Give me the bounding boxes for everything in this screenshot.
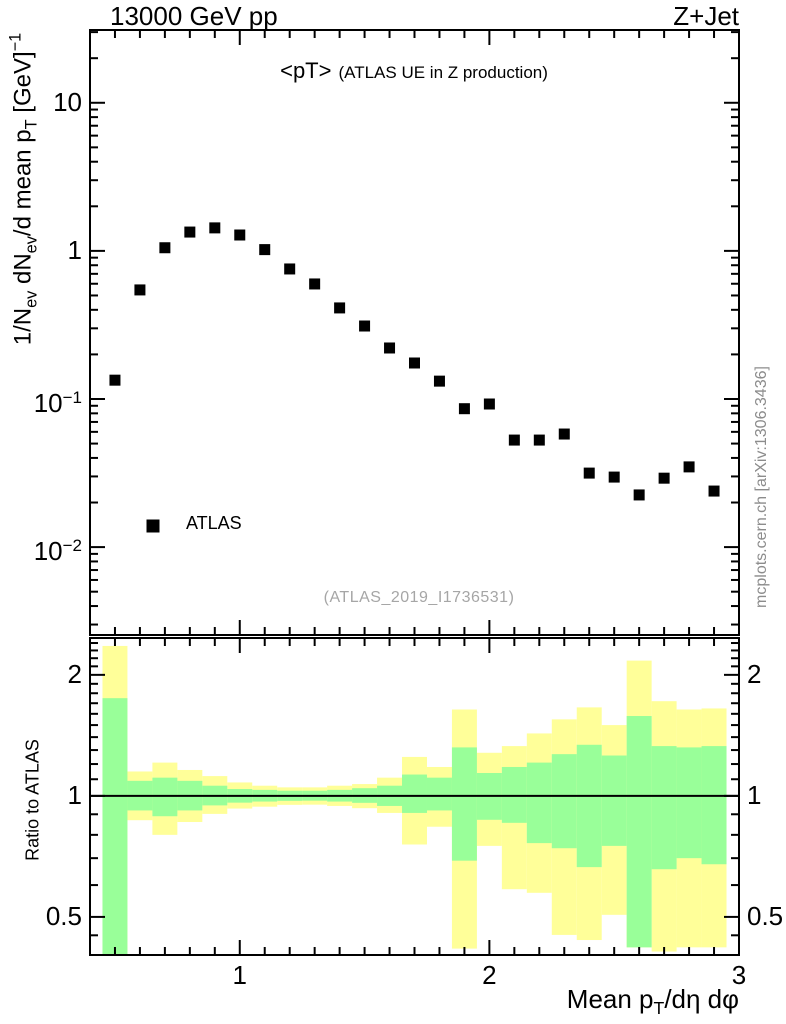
data-point bbox=[209, 222, 221, 234]
data-point bbox=[458, 403, 470, 415]
data-point bbox=[508, 434, 520, 446]
data-point bbox=[683, 461, 695, 473]
ratio-panel-border bbox=[89, 637, 740, 956]
ratio-band-inner bbox=[551, 754, 577, 849]
data-point bbox=[533, 434, 545, 446]
data-point bbox=[259, 244, 271, 256]
ratio-band-inner bbox=[576, 744, 602, 868]
ratio-tick-label-left: 2 bbox=[67, 658, 82, 689]
data-point bbox=[483, 398, 495, 410]
ratio-tick-label-left: 1 bbox=[67, 779, 82, 810]
data-point bbox=[633, 489, 645, 501]
data-point bbox=[134, 284, 146, 296]
top-panel-border bbox=[89, 29, 740, 636]
plot-title: <pT> (ATLAS UE in Z production) bbox=[280, 58, 548, 84]
x-axis-tick-label: 1 bbox=[232, 960, 247, 990]
data-point bbox=[583, 467, 595, 479]
ratio-band-inner bbox=[102, 698, 128, 955]
data-point bbox=[409, 357, 420, 369]
process-label: Z+Jet bbox=[673, 1, 739, 31]
y-axis-tick-label: 10−2 bbox=[33, 536, 82, 567]
text-segment: Mean p bbox=[566, 984, 654, 1014]
ratio-tick-label-right: 1 bbox=[747, 779, 762, 810]
ratio-bands bbox=[102, 645, 727, 955]
data-point bbox=[708, 485, 720, 497]
text-segment: /d mean p bbox=[9, 129, 37, 237]
data-point bbox=[109, 374, 121, 386]
data-point bbox=[608, 471, 620, 483]
ratio-band-inner bbox=[526, 762, 552, 844]
ratio-band-inner bbox=[402, 774, 427, 813]
data-point bbox=[658, 472, 670, 484]
ratio-tick-label-right: 2 bbox=[747, 658, 762, 689]
ratio-band-inner bbox=[601, 755, 627, 846]
legend-marker bbox=[146, 519, 160, 533]
text-segment: −1 bbox=[6, 32, 25, 52]
ratio-band-inner bbox=[676, 747, 702, 859]
analysis-watermark: (ATLAS_2019_I1736531) bbox=[323, 589, 515, 606]
y-axis-tick-label: 10−1 bbox=[33, 387, 82, 418]
data-point bbox=[184, 226, 196, 238]
data-point bbox=[384, 342, 396, 354]
ratio-tick-label-left: 0.5 bbox=[45, 900, 82, 931]
y-axis-label: 1/Nev dNev/d mean pT [GeV]−1 bbox=[7, 33, 42, 346]
ratio-band-inner bbox=[152, 777, 178, 817]
x-axis-tick-label: 3 bbox=[731, 960, 747, 990]
ratio-band-inner bbox=[701, 746, 727, 865]
data-point bbox=[433, 375, 445, 387]
axis-ticks bbox=[90, 30, 739, 955]
x-axis-tick-label: 2 bbox=[482, 960, 497, 990]
text-segment: T bbox=[22, 119, 41, 130]
data-points bbox=[109, 222, 720, 501]
ratio-band-inner bbox=[626, 716, 652, 948]
data-point bbox=[558, 428, 570, 440]
legend-label: ATLAS bbox=[186, 513, 242, 533]
ratio-band-inner bbox=[426, 777, 452, 811]
ratio-band-inner bbox=[651, 746, 677, 870]
y-axis-tick-label: 1 bbox=[67, 234, 82, 265]
text-segment: /dη dφ bbox=[664, 984, 739, 1014]
text-segment: 1/N bbox=[9, 307, 37, 346]
data-point bbox=[309, 278, 321, 290]
text-segment: T bbox=[653, 998, 665, 1018]
plot-title-main: <pT> bbox=[280, 58, 332, 83]
data-point bbox=[284, 263, 296, 275]
data-point bbox=[234, 229, 246, 241]
plot-title-sub: (ATLAS UE in Z production) bbox=[338, 63, 548, 82]
x-axis-label: Mean pT/dη dφ bbox=[567, 984, 739, 1019]
data-point bbox=[359, 320, 371, 332]
data-point bbox=[334, 302, 346, 314]
beam-energy-label: 13000 GeV pp bbox=[110, 1, 278, 31]
y-axis-tick-label: 10 bbox=[53, 86, 82, 117]
ratio-tick-label-right: 0.5 bbox=[747, 900, 784, 931]
ratio-band-inner bbox=[451, 747, 477, 861]
text-segment: ev bbox=[22, 290, 41, 308]
credit-vertical-text: mcplots.cern.ch [arXiv:1306.3436] bbox=[753, 366, 770, 608]
data-point bbox=[159, 242, 171, 254]
